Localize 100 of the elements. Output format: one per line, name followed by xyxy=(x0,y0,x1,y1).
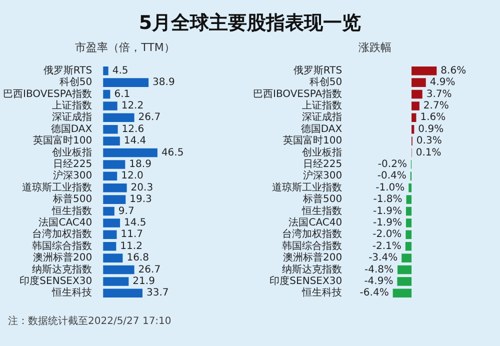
data-label: -0.2% xyxy=(378,159,407,170)
data-label: 12.6 xyxy=(122,124,144,135)
data-label: 11.7 xyxy=(120,229,144,240)
bar xyxy=(103,242,116,251)
data-label: 0.3% xyxy=(416,136,442,147)
bar xyxy=(406,218,412,228)
data-label: 11.2 xyxy=(120,240,142,252)
data-label: 1.6% xyxy=(420,112,446,124)
y-tick-label: 俄罗斯RTS xyxy=(293,64,342,76)
y-tick-label: 日经225 xyxy=(302,158,342,170)
y-tick-label: 标普500 xyxy=(302,193,342,206)
data-label: 14.4 xyxy=(124,136,146,147)
data-label: -1.0% xyxy=(376,182,405,194)
data-label: 26.7 xyxy=(138,264,161,276)
bar xyxy=(103,78,149,87)
y-tick-label: 道琼斯工业指数 xyxy=(272,181,342,194)
bar xyxy=(103,102,118,110)
y-tick-label: 法国CAC40 xyxy=(288,216,342,229)
y-tick-label: 创业板指 xyxy=(52,146,92,158)
data-label: 38.9 xyxy=(152,77,175,88)
y-tick-label: 恒生指数 xyxy=(301,204,342,217)
y-tick-label: 德国DAX xyxy=(300,124,342,135)
y-tick-label: 恒生科技 xyxy=(51,286,92,299)
y-tick-label: 恒生指数 xyxy=(51,204,92,217)
data-label: 46.5 xyxy=(161,147,184,158)
y-tick-label: 日经225 xyxy=(52,158,92,170)
y-tick-label: 科创50 xyxy=(59,76,92,88)
y-tick-label: 深证成指 xyxy=(52,111,92,124)
bar xyxy=(405,242,412,251)
y-tick-label: 台湾加权指数 xyxy=(282,228,342,240)
text: 5月全球主要股指表现一览 xyxy=(138,11,362,36)
y-tick-label: 纳斯达克指数 xyxy=(282,263,342,276)
bar xyxy=(103,172,118,181)
y-tick-label: 韩国综合指数 xyxy=(282,240,342,252)
y-tick-label: 科创50 xyxy=(309,76,342,88)
bar xyxy=(103,66,108,76)
y-tick-label: 上证指数 xyxy=(302,100,342,112)
bar xyxy=(103,277,129,286)
bar xyxy=(103,230,117,240)
y-tick-label: 澳洲标普200 xyxy=(282,252,342,264)
data-label: -1.8% xyxy=(373,194,402,206)
bar xyxy=(103,218,120,228)
bar xyxy=(103,254,123,262)
data-label: 20.3 xyxy=(130,182,154,194)
bar xyxy=(392,288,412,298)
bar xyxy=(402,254,412,262)
y-tick-label: 英国富时100 xyxy=(32,134,92,147)
y-tick-label: 俄罗斯RTS xyxy=(43,64,92,76)
data-label: 14.5 xyxy=(124,218,146,229)
y-tick-label: 印度SENSEX30 xyxy=(270,275,342,288)
data-label: 4.5 xyxy=(112,65,128,76)
data-label: 16.8 xyxy=(126,252,149,264)
y-tick-label: 沪深300 xyxy=(302,170,342,182)
bar xyxy=(412,102,420,110)
y-tick-label: 标普500 xyxy=(52,193,92,206)
bar xyxy=(103,183,127,192)
data-label: 0.9% xyxy=(418,124,444,135)
bar xyxy=(103,113,134,122)
bar xyxy=(103,136,120,146)
bar xyxy=(103,265,134,274)
bar xyxy=(103,288,142,298)
bar xyxy=(406,195,412,204)
y-tick-label: 澳洲标普200 xyxy=(32,252,92,264)
bar xyxy=(103,195,126,204)
data-label: -1.9% xyxy=(372,218,402,229)
data-label: 3.7% xyxy=(426,88,452,100)
y-tick-label: 德国DAX xyxy=(50,124,92,135)
y-tick-label: 深证成指 xyxy=(302,111,342,124)
y-tick-label: 韩国综合指数 xyxy=(32,240,92,252)
y-tick-label: 巴西IBOVESPA指数 xyxy=(2,88,92,100)
data-label: 0.1% xyxy=(416,147,442,158)
bar xyxy=(406,206,412,216)
y-tick-label: 英国富时100 xyxy=(282,134,342,147)
data-label: 8.6% xyxy=(440,65,466,76)
bar xyxy=(398,265,412,274)
data-label: 2.7% xyxy=(423,100,449,112)
data-label: -4.9% xyxy=(364,276,394,288)
y-tick-label: 巴西IBOVESPA指数 xyxy=(252,88,342,100)
bar xyxy=(412,78,426,87)
data-label: 33.7 xyxy=(146,288,169,299)
bar xyxy=(412,113,416,122)
bar xyxy=(412,124,414,134)
data-label: -3.4% xyxy=(368,252,398,264)
data-label: -2.1% xyxy=(372,240,402,252)
bar xyxy=(103,160,126,169)
data-label: -1.9% xyxy=(372,206,402,217)
bar xyxy=(103,124,118,134)
y-tick-label: 道琼斯工业指数 xyxy=(22,181,92,194)
data-label: 18.9 xyxy=(129,159,152,170)
data-label: -2.0% xyxy=(372,229,402,240)
data-label: -4.8% xyxy=(364,264,394,276)
data-label: 12.0 xyxy=(121,170,144,182)
data-label: 26.7 xyxy=(138,112,161,124)
data-label: 6.1 xyxy=(114,88,130,100)
data-label: 21.9 xyxy=(132,276,155,288)
y-tick-label: 法国CAC40 xyxy=(38,216,92,229)
data-label: -6.4% xyxy=(360,288,389,299)
data-label: 19.3 xyxy=(130,194,152,206)
y-tick-label: 台湾加权指数 xyxy=(32,228,92,240)
bar xyxy=(397,277,412,286)
